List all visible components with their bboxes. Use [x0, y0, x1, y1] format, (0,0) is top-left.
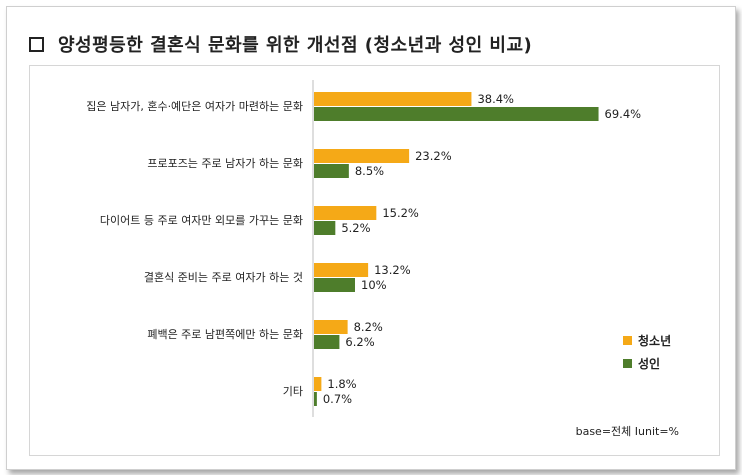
adult-bar	[314, 392, 317, 406]
value-label: 69.4%	[605, 107, 642, 121]
category-label: 집은 남자가, 혼수·예단은 여자가 마련하는 문화	[86, 99, 303, 113]
value-label: 8.2%	[354, 320, 383, 334]
value-label: 15.2%	[382, 206, 419, 220]
adult-bar	[314, 164, 349, 178]
legend-label: 청소년	[638, 333, 671, 348]
value-label: 0.7%	[323, 392, 352, 406]
category-label: 프로포즈는 주로 남자가 하는 문화	[147, 156, 303, 170]
value-label: 23.2%	[415, 149, 452, 163]
category-label: 결혼식 준비는 주로 여자가 하는 것	[144, 270, 303, 284]
category-label: 폐백은 주로 남편쪽에만 하는 문화	[147, 327, 303, 341]
checkbox-icon	[29, 36, 44, 52]
youth-bar	[314, 377, 322, 391]
adult-bar	[314, 221, 336, 235]
legend-label: 성인	[638, 356, 660, 371]
value-label: 10%	[361, 278, 387, 292]
adult-bar	[314, 278, 355, 292]
chart-panel: 집은 남자가, 혼수·예단은 여자가 마련하는 문화 38.4% 69.4% 프로포즈…	[29, 65, 720, 456]
value-label: 38.4%	[477, 92, 514, 106]
value-label: 13.2%	[374, 263, 411, 277]
value-label: 8.5%	[355, 164, 384, 178]
youth-bar	[314, 149, 410, 163]
legend-swatch	[623, 336, 632, 345]
bar-chart: 집은 남자가, 혼수·예단은 여자가 마련하는 문화 38.4% 69.4% 프로포즈…	[86, 80, 671, 417]
chart-title: 양성평등한 결혼식 문화를 위한 개선점 (청소년과 성인 비교)	[58, 35, 533, 56]
value-label: 1.8%	[327, 377, 356, 391]
youth-bar	[314, 206, 377, 220]
title-row: 양성평등한 결혼식 문화를 위한 개선점 (청소년과 성인 비교)	[29, 29, 532, 59]
youth-bar	[314, 320, 348, 334]
category-label: 다이어트 등 주로 여자만 외모를 가꾸는 문화	[100, 214, 303, 227]
category-label: 기타	[283, 385, 303, 398]
value-label: 6.2%	[345, 335, 374, 349]
legend-swatch	[623, 359, 632, 368]
adult-bar	[314, 335, 340, 349]
youth-bar	[314, 92, 472, 106]
value-label: 5.2%	[341, 221, 370, 235]
base-note: base=전체 Ⅰunit=%	[575, 425, 679, 438]
youth-bar	[314, 263, 369, 277]
adult-bar	[314, 107, 599, 121]
